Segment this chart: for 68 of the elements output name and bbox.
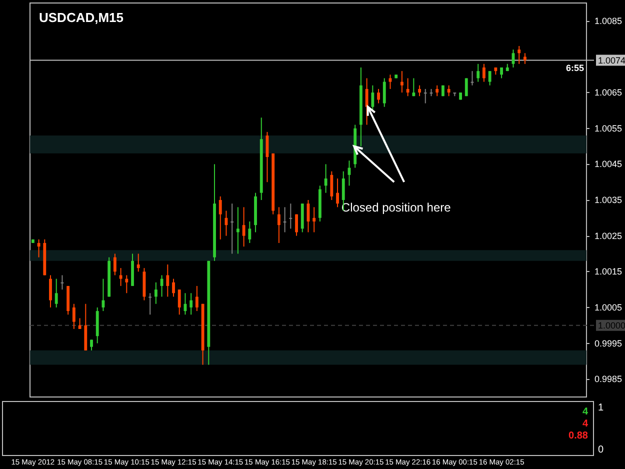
candlestick <box>436 84 439 97</box>
candlestick <box>295 214 298 236</box>
y-tick-label: 1.0045 <box>594 159 622 170</box>
candlestick <box>464 78 468 97</box>
candlestick <box>154 282 158 304</box>
candlestick <box>178 289 181 316</box>
y-tick-label: 1.0065 <box>594 88 622 98</box>
candlestick <box>72 303 76 330</box>
candlestick <box>277 206 280 244</box>
candlestick <box>242 206 246 248</box>
candlestick <box>312 206 316 233</box>
candlestick <box>195 285 198 312</box>
candlestick <box>190 292 193 316</box>
candlestick <box>90 339 93 351</box>
candlestick <box>388 74 392 90</box>
y-tick-label: 1.0025 <box>594 230 622 241</box>
candlestick <box>166 264 170 298</box>
y-tick-label: 0.9985 <box>594 374 622 384</box>
candlestick <box>482 63 486 82</box>
candlestick <box>324 164 328 194</box>
candlestick <box>518 45 521 64</box>
y-tick-label: 1.0055 <box>594 123 622 134</box>
candlestick <box>136 253 140 272</box>
candlestick <box>230 203 234 254</box>
candlestick <box>418 84 421 97</box>
annotation: 6:55 <box>566 62 584 73</box>
y-tick-label: 1.0015 <box>594 266 622 277</box>
candlestick <box>236 206 240 254</box>
candlestick <box>377 88 380 104</box>
candlestick <box>524 52 526 64</box>
candlestick <box>218 196 222 240</box>
candlestick <box>113 253 116 276</box>
candlestick <box>447 84 450 97</box>
y-tick-label: 1.0035 <box>594 195 622 205</box>
candlestick <box>125 274 128 294</box>
ref-line-label: 1.0074 <box>598 55 625 66</box>
candlestick <box>371 84 374 111</box>
candlestick <box>54 278 58 308</box>
text: 4 <box>582 406 588 418</box>
candlestick <box>49 274 52 308</box>
y-tick-label: 1.0005 <box>594 302 622 312</box>
candlestick <box>336 178 339 208</box>
candlestick <box>160 274 164 298</box>
candlestick <box>78 318 82 330</box>
candlestick <box>406 78 410 97</box>
candlestick <box>412 78 416 97</box>
text: 4 <box>582 418 588 430</box>
candlestick <box>488 70 492 86</box>
candlestick <box>119 268 122 286</box>
candlestick <box>330 170 334 200</box>
y-tick-label: 1.0085 <box>594 16 622 26</box>
ref-line-label: 1.0000 <box>598 320 625 330</box>
candlestick <box>365 78 368 126</box>
candlestick <box>172 278 175 298</box>
text: 0 <box>598 444 604 456</box>
candlestick <box>400 70 404 94</box>
text: 1 <box>598 402 604 414</box>
candlestick <box>476 63 480 82</box>
text: USDCAD,M15 <box>39 10 124 25</box>
candlestick <box>289 203 292 230</box>
candlestick <box>424 88 427 104</box>
candlestick <box>37 238 40 258</box>
candlestick <box>148 292 152 316</box>
y-tick-label: 0.9995 <box>594 338 622 348</box>
candlestick <box>283 206 286 233</box>
candlestick <box>248 220 252 244</box>
text: 0.88 <box>568 430 588 442</box>
candlestick <box>382 78 386 108</box>
